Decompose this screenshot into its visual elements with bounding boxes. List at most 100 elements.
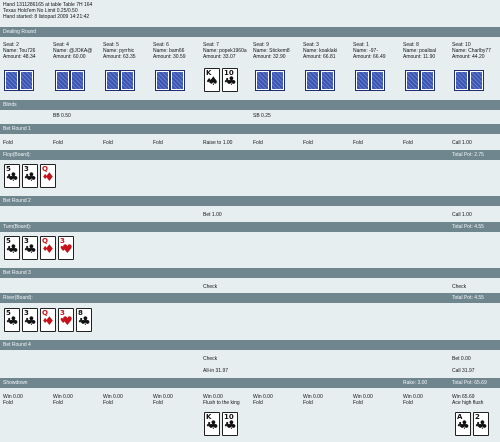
- player-action: Fold: [53, 140, 63, 146]
- card-back: [256, 71, 269, 90]
- section-bet-round-2: Bet Round 2: [0, 196, 500, 206]
- card-back: [321, 71, 334, 90]
- card-back: [421, 71, 434, 90]
- card-back: [71, 71, 84, 90]
- playing-card: K ♠ ♠: [204, 68, 220, 92]
- player-action: Fold: [353, 140, 363, 146]
- playing-card: 10 ♣ ♣: [222, 68, 238, 92]
- playing-card: Q ♦ ♦: [40, 308, 56, 332]
- seat-5-info: Seat: 5 Name: pyrrhic Amount: 63.35: [103, 42, 136, 60]
- seat-7-info: Seat: 7 Name: popek1960a Amount: 33.07: [203, 42, 247, 60]
- section-title: Blinds: [3, 102, 17, 108]
- card-back: [5, 71, 18, 90]
- player-action: Fold: [153, 140, 163, 146]
- playing-card: 5 ♣ ♣: [4, 236, 20, 260]
- playing-card: Q ♦ ♦: [40, 164, 56, 188]
- player-result: Win 0.00 Fold: [353, 394, 373, 406]
- player-action: Fold: [403, 140, 413, 146]
- hand-start-text: Hand started: 8 listopad 2009 14:21:42: [3, 14, 90, 20]
- playing-card: 5 ♣ ♣: [4, 164, 20, 188]
- turn-total-pot: Total Pot: 4.55: [452, 224, 484, 230]
- section-title: Bet Round 4: [3, 342, 31, 348]
- river-total-pot: Total Pot: 4.55: [452, 295, 484, 301]
- player-action: Check: [452, 284, 467, 290]
- player-action: Fold: [253, 140, 263, 146]
- playing-card: 3 ♣ ♣: [22, 236, 38, 260]
- card-back: [171, 71, 184, 90]
- player-action: Call 31.97: [452, 368, 475, 374]
- player-result: Win 0.00 Flush to the king: [203, 394, 240, 406]
- seat-8-info: Seat: 8 Name: poalisal Amount: 11.90: [403, 42, 437, 60]
- player-result: Win 0.00 Fold: [153, 394, 173, 406]
- playing-card: 3 ♥ ♥: [58, 236, 74, 260]
- rake-value: Rake: 3.00: [403, 380, 428, 386]
- player-action: Check: [203, 284, 218, 290]
- player-result: Win 0.00 Fold: [53, 394, 73, 406]
- hand-id-text: Hand 1311286165 at table Table 7H 164: [3, 2, 93, 8]
- playing-card: A ♣ ♣: [455, 412, 471, 436]
- card-back: [371, 71, 384, 90]
- player-action: Fold: [103, 140, 113, 146]
- player-action: All-in 31.97: [203, 368, 229, 374]
- showdown-total-pot: Total Pot: 65.69: [452, 380, 487, 386]
- card-back: [56, 71, 69, 90]
- seat-6-info: Seat: 6 Name: bam66 Amount: 30.59: [153, 42, 186, 60]
- card-back: [306, 71, 319, 90]
- section-blinds: Blinds: [0, 100, 500, 110]
- card-back: [356, 71, 369, 90]
- section-bet-round-4: Bet Round 4: [0, 340, 500, 350]
- section-turn: Turn(Board): Total Pot: 4.55: [0, 222, 500, 232]
- player-result: Win 0.00 Fold: [3, 394, 23, 406]
- section-title: Turn(Board):: [3, 224, 32, 230]
- flop-total-pot: Total Pot: 2.75: [452, 152, 484, 158]
- seat-3-info: Seat: 3 Name: koaklaki Amount: 66.81: [303, 42, 338, 60]
- card-back: [156, 71, 169, 90]
- big-blind-value: BB 0.50: [53, 113, 71, 119]
- section-title: Dealing Round: [3, 29, 37, 35]
- player-result: Win 65.69 Ace high flush: [452, 394, 484, 406]
- player-action: Bet 1.00: [203, 212, 222, 218]
- playing-card: 3 ♥ ♥: [58, 308, 74, 332]
- seat-2-info: Seat: 2 Name: Tou726 Amount: 48.34: [3, 42, 36, 60]
- section-showdown: Showdown Rake: 3.00 Total Pot: 65.69: [0, 378, 500, 388]
- card-back: [271, 71, 284, 90]
- playing-card: K ♣ ♣: [204, 412, 220, 436]
- player-action: Raise to 1.00: [203, 140, 233, 146]
- seat-1-info: Seat: 1 Name: -97- Amount: 66.49: [353, 42, 386, 60]
- card-back: [121, 71, 134, 90]
- seat-10-info: Seat: 10 Name: Charlby77 Amount: 44.20: [452, 42, 491, 60]
- seat-9-info: Seat: 9 Name: Stickem8 Amount: 32.90: [253, 42, 290, 60]
- player-action: Call 1.00: [452, 212, 472, 218]
- playing-card: 10 ♣ ♣: [222, 412, 238, 436]
- section-river: River(Board): Total Pot: 4.55: [0, 293, 500, 303]
- card-back: [406, 71, 419, 90]
- player-result: Win 0.00 Fold: [253, 394, 273, 406]
- section-flop: Flop(Board): Total Pot: 2.75: [0, 150, 500, 160]
- hand-header: Hand 1311286165 at table Table 7H 164 Te…: [3, 2, 303, 20]
- card-back: [455, 71, 468, 90]
- playing-card: 3 ♣ ♣: [22, 164, 38, 188]
- small-blind-value: SB 0.25: [253, 113, 271, 119]
- player-result: Win 0.00 Fold: [103, 394, 123, 406]
- section-dealing-round: Dealing Round: [0, 27, 500, 37]
- player-action: Fold: [303, 140, 313, 146]
- section-title: River(Board):: [3, 295, 33, 301]
- section-title: Bet Round 1: [3, 126, 31, 132]
- seat-4-info: Seat: 4 Name: @JOKA@ Amount: 60.00: [53, 42, 93, 60]
- player-action: Fold: [3, 140, 13, 146]
- playing-card: 2 ♣ ♣: [473, 412, 489, 436]
- card-back: [106, 71, 119, 90]
- card-back: [470, 71, 483, 90]
- game-type-text: Texas Hold'em No Limit 0.25/0.50: [3, 8, 78, 14]
- playing-card: 3 ♣ ♣: [22, 308, 38, 332]
- card-back: [20, 71, 33, 90]
- section-title: Bet Round 3: [3, 270, 31, 276]
- player-result: Win 0.00 Fold: [303, 394, 323, 406]
- section-bet-round-1: Bet Round 1: [0, 124, 500, 134]
- section-title: Bet Round 2: [3, 198, 31, 204]
- section-title: Flop(Board):: [3, 152, 31, 158]
- section-bet-round-3: Bet Round 3: [0, 268, 500, 278]
- section-title: Showdown: [3, 380, 28, 386]
- player-result: Win 0.00 Fold: [403, 394, 423, 406]
- playing-card: Q ♦ ♦: [40, 236, 56, 260]
